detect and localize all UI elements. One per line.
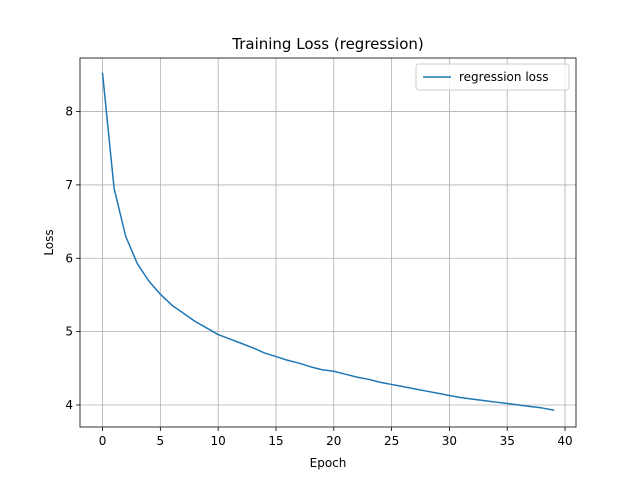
y-tick-label: 5 xyxy=(65,325,73,339)
legend-box xyxy=(415,63,570,91)
x-tick-label: 10 xyxy=(211,434,226,448)
series-layer xyxy=(101,72,555,412)
x-tick-label: 15 xyxy=(268,434,283,448)
grid xyxy=(80,58,576,427)
x-axis-label: Epoch xyxy=(310,456,347,470)
x-tick-label: 35 xyxy=(500,434,515,448)
x-tick-label: 30 xyxy=(442,434,457,448)
legend: regression loss xyxy=(415,63,570,91)
y-tick-label: 7 xyxy=(65,178,73,192)
y-axis-label: Loss xyxy=(42,229,56,255)
x-tick-label: 40 xyxy=(557,434,572,448)
x-tick-label: 20 xyxy=(326,434,341,448)
x-tick-label: 0 xyxy=(99,434,107,448)
y-tick-label: 6 xyxy=(65,251,73,265)
x-tick-label: 5 xyxy=(157,434,165,448)
chart-title: Training Loss (regression) xyxy=(231,35,423,53)
series-line-regression-loss xyxy=(101,72,555,412)
legend-label-regression-loss: regression loss xyxy=(459,70,549,84)
plot-frame xyxy=(79,57,577,428)
y-tick-label: 8 xyxy=(65,105,73,119)
x-tick-label: 25 xyxy=(384,434,399,448)
y-tick-label: 4 xyxy=(65,398,73,412)
